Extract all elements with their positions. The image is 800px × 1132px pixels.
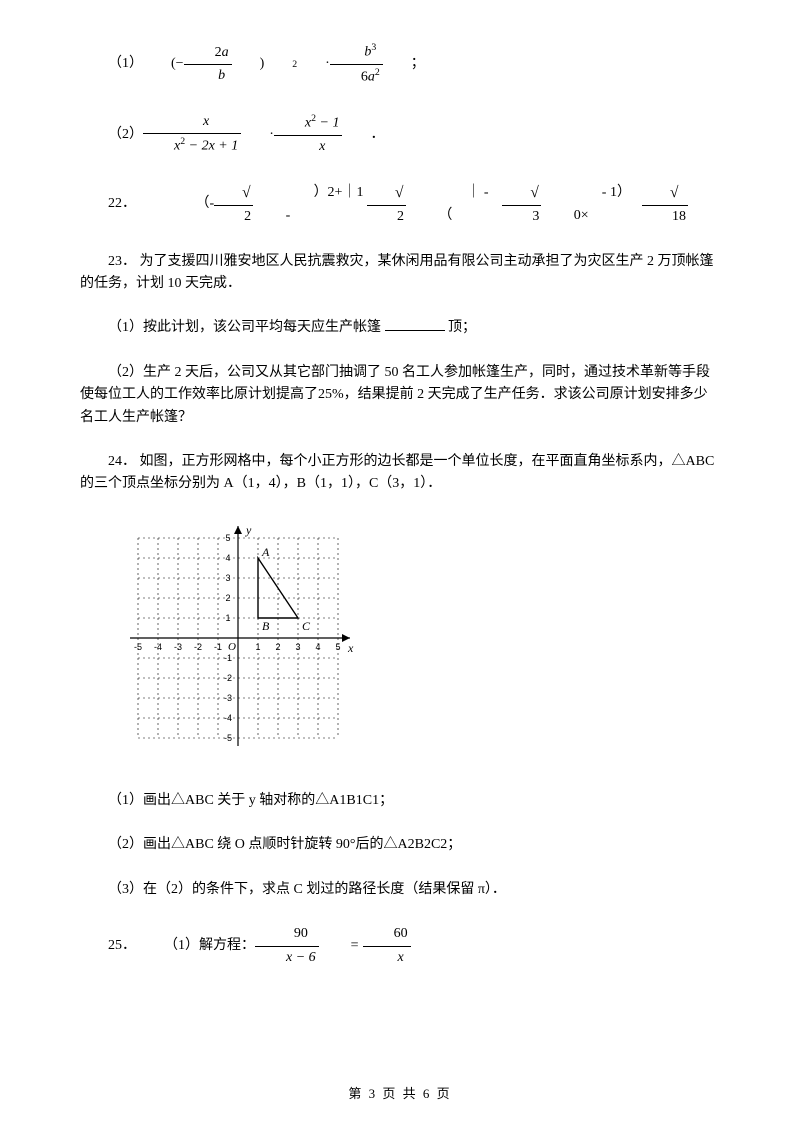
svg-text:-4: -4 <box>224 713 232 723</box>
frac-b3-6a2: b3 6a2 <box>330 40 383 89</box>
svg-text:C: C <box>302 619 311 633</box>
q24-p3: （3）在（2）的条件下，求点 C 划过的路径长度（结果保留 π）． <box>80 879 720 901</box>
coordinate-grid-svg: -5 -4 -3 -2 -1 1 2 3 4 5 -5 -4 -3 -2 -1 1 2 3 4 5 Ox yA B C <box>108 518 368 758</box>
sqrt-18: √18 <box>642 181 720 229</box>
q22-pre1: （- <box>168 193 215 215</box>
open-paren: (− <box>143 53 184 75</box>
svg-text:A: A <box>261 545 270 559</box>
svg-text:-1: -1 <box>214 642 222 652</box>
dot: · <box>297 53 330 75</box>
svg-text:-5: -5 <box>224 733 232 743</box>
q23-p2: （2）生产 2 天后，公司又从其它部门抽调了 50 名工人参加帐篷生产，同时，通… <box>80 362 720 429</box>
den-x-only: x <box>274 136 343 158</box>
q23-intro: 23． 为了支援四川雅安地区人民抗震救灾，某休闲用品有限公司主动承担了为灾区生产… <box>80 251 720 296</box>
num-60: 60 <box>363 923 411 946</box>
q21-p2-tail: ． <box>342 124 384 146</box>
q24-label: 24． <box>108 454 136 469</box>
sqrt-2a: √2 <box>214 181 285 229</box>
svg-text:-1: -1 <box>224 653 232 663</box>
svg-text:4: 4 <box>225 553 230 563</box>
frac-x-over: x x2 − 2x + 1 <box>143 111 241 158</box>
svg-text:1: 1 <box>255 642 260 652</box>
dot-2: · <box>241 124 274 146</box>
q22-post2: ｜ - （ <box>438 182 502 227</box>
q23-p1: （1）按此计划，该公司平均每天应生产帐篷 顶； <box>80 317 720 339</box>
svg-text:2: 2 <box>275 642 280 652</box>
q21-p1-tail: ； <box>383 53 425 75</box>
q23-intro-text: 为了支援四川雅安地区人民抗震救灾，某休闲用品有限公司主动承担了为灾区生产 2 万… <box>80 254 714 291</box>
page-footer: 第 3 页 共 6 页 <box>0 1083 800 1102</box>
frac-60: 60 x <box>363 923 411 969</box>
q21-p1-label: （1） <box>80 53 143 75</box>
den-6a2-pow: 2 <box>375 67 380 78</box>
svg-text:3: 3 <box>295 642 300 652</box>
q24-p2: （2）画出△ABC 绕 O 点顺时针旋转 90°后的△A2B2C2； <box>80 834 720 856</box>
q23-pct: 25% <box>318 387 344 402</box>
svg-text:-3: -3 <box>224 693 232 703</box>
q23-label: 23． <box>108 254 136 269</box>
eq-sign: = <box>319 935 363 957</box>
svg-text:y: y <box>245 523 252 537</box>
num-x2-tail: − 1 <box>316 116 339 131</box>
q22-post3: - 1）0× <box>574 182 642 227</box>
q22-post1: ）2+｜1 - <box>286 182 367 227</box>
svg-text:4: 4 <box>315 642 320 652</box>
blank-field[interactable] <box>385 317 445 331</box>
frac-90: 90 x − 6 <box>255 923 319 969</box>
q24-p1: （1）画出△ABC 关于 y 轴对称的△A1B1C1； <box>80 790 720 812</box>
svg-text:O: O <box>228 641 236 653</box>
frac-2a-b: 22aa b <box>184 42 232 88</box>
sqrt-3: √3 <box>502 181 573 229</box>
q22: 22． （- √2 ）2+｜1 - √2 ｜ - （ √3 - 1）0× √18 <box>80 181 720 229</box>
q24-intro: 24． 如图，正方形网格中，每个小正方形的边长都是一个单位长度，在平面直角坐标系… <box>80 451 720 496</box>
q25: 25． （1）解方程： 90 x − 6 = 60 x <box>80 923 720 969</box>
svg-text:-3: -3 <box>174 642 182 652</box>
num-b-pow: 3 <box>371 42 376 53</box>
svg-text:-2: -2 <box>224 673 232 683</box>
grid-figure: -5 -4 -3 -2 -1 1 2 3 4 5 -5 -4 -3 -2 -1 1 2 3 4 5 Ox yA B C <box>80 518 360 766</box>
den-b: b <box>184 65 232 87</box>
q21-p2-label: （2） <box>80 124 143 146</box>
q23-p1-text: （1）按此计划，该公司平均每天应生产帐篷 <box>108 320 381 335</box>
q23-p1-tail: 顶； <box>448 320 476 335</box>
svg-text:-2: -2 <box>194 642 202 652</box>
page-content: （1） (− 22aa b )2 · b3 6a2 ； （2） x x2 − 2… <box>80 40 720 969</box>
svg-text:3: 3 <box>225 573 230 583</box>
svg-text:5: 5 <box>225 533 230 543</box>
close-paren: ) <box>232 53 265 75</box>
svg-text:-4: -4 <box>154 642 162 652</box>
den-x: x <box>363 947 411 969</box>
q24-intro-text: 如图，正方形网格中，每个小正方形的边长都是一个单位长度，在平面直角坐标系内，△A… <box>80 454 714 491</box>
frac-x2-1: x2 − 1 x <box>274 111 343 158</box>
den-tail: − 2x + 1 <box>185 139 238 154</box>
pow-2: 2 <box>264 57 297 73</box>
den-x-6: x − 6 <box>255 947 319 969</box>
q25-label: 25． <box>80 935 136 957</box>
num-90: 90 <box>255 923 319 946</box>
num-x: x <box>143 111 241 134</box>
sqrt-2b: √2 <box>367 181 438 229</box>
q25-p1: （1）解方程： <box>136 935 255 957</box>
svg-text:2: 2 <box>225 593 230 603</box>
svg-text:-5: -5 <box>134 642 142 652</box>
q21-part1: （1） (− 22aa b )2 · b3 6a2 ； <box>80 40 720 89</box>
svg-text:1: 1 <box>225 613 230 623</box>
svg-text:5: 5 <box>335 642 340 652</box>
svg-text:x: x <box>347 641 354 655</box>
q21-part2: （2） x x2 − 2x + 1 · x2 − 1 x ． <box>80 111 720 158</box>
svg-text:B: B <box>262 619 270 633</box>
q22-label: 22． <box>80 193 136 215</box>
